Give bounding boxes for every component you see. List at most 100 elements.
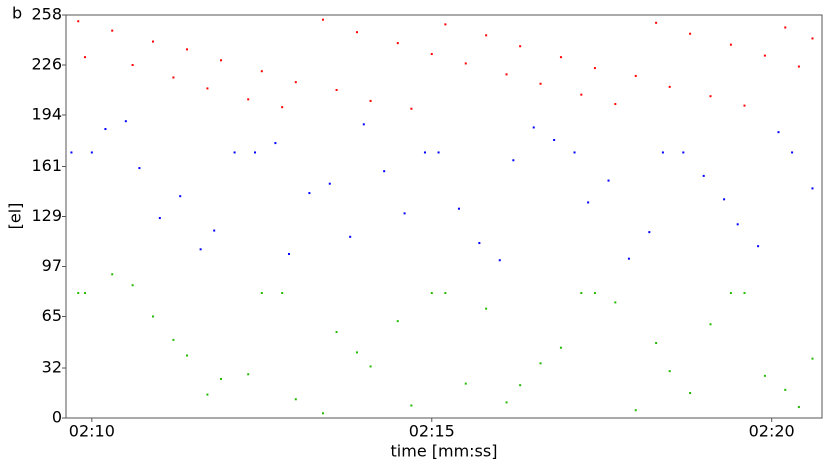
- spike: [158, 217, 161, 220]
- y-tick-label: 129: [31, 206, 62, 225]
- spike: [668, 370, 671, 373]
- spike: [444, 292, 447, 295]
- spike: [396, 42, 399, 45]
- spike: [247, 98, 250, 101]
- spike: [70, 151, 73, 154]
- spike: [627, 257, 630, 260]
- spike: [369, 365, 372, 368]
- spike: [784, 26, 787, 29]
- spike: [723, 198, 726, 201]
- spike: [498, 259, 501, 262]
- y-tick-label: 32: [42, 358, 62, 377]
- x-tick-label: 02:20: [749, 422, 795, 441]
- spike: [478, 242, 481, 245]
- spike: [634, 74, 637, 77]
- spike: [743, 104, 746, 107]
- spike: [260, 70, 263, 73]
- spike: [580, 292, 583, 295]
- spike: [335, 331, 338, 334]
- spike: [410, 404, 413, 407]
- spike: [553, 138, 556, 141]
- spike: [661, 151, 664, 154]
- spike: [423, 151, 426, 154]
- spike: [260, 292, 263, 295]
- x-tick-label: 02:15: [409, 422, 455, 441]
- spike: [797, 65, 800, 68]
- spike: [186, 354, 189, 357]
- spike: [811, 37, 814, 40]
- spike: [172, 338, 175, 341]
- y-tick-label: 97: [42, 256, 62, 275]
- spike: [152, 315, 155, 318]
- spike: [763, 54, 766, 57]
- spike: [437, 151, 440, 154]
- spike: [559, 56, 562, 59]
- y-tick-label: 194: [31, 104, 62, 123]
- spike: [206, 393, 209, 396]
- spike: [729, 43, 732, 46]
- spike: [179, 195, 182, 198]
- spike: [777, 131, 780, 134]
- x-tick-label: 02:10: [69, 422, 115, 441]
- spike: [308, 192, 311, 195]
- spike: [247, 373, 250, 376]
- y-axis-label: [el]: [6, 203, 25, 230]
- spike: [512, 159, 515, 162]
- spike: [573, 151, 576, 154]
- spike: [519, 45, 522, 48]
- y-tick-label: 161: [31, 156, 62, 175]
- spike: [138, 167, 141, 170]
- spike: [254, 151, 256, 154]
- spike: [274, 142, 277, 145]
- y-tick-label: 0: [52, 408, 62, 427]
- spike: [131, 284, 134, 287]
- spike: [199, 248, 202, 251]
- spike: [593, 292, 596, 295]
- y-tick-label: 65: [42, 306, 62, 325]
- spike: [84, 292, 87, 295]
- spike: [587, 201, 590, 204]
- spike: [505, 73, 508, 76]
- spike: [355, 31, 358, 34]
- spike: [294, 81, 297, 84]
- spike: [410, 107, 413, 110]
- spike: [396, 320, 399, 323]
- spike: [668, 85, 671, 88]
- spike: [220, 59, 223, 62]
- spike: [369, 99, 372, 102]
- spike: [709, 95, 712, 98]
- spike: [689, 392, 692, 395]
- spike: [104, 128, 107, 131]
- spike: [355, 351, 358, 354]
- spike: [444, 23, 447, 26]
- spike: [743, 292, 746, 295]
- spike: [464, 62, 467, 65]
- spike: [485, 307, 488, 310]
- spike: [124, 120, 127, 123]
- spike: [811, 357, 814, 360]
- spike: [614, 301, 617, 304]
- spike: [709, 323, 712, 326]
- spike: [634, 409, 637, 412]
- spike: [464, 382, 467, 385]
- x-axis-label: time [mm:ss]: [391, 442, 498, 461]
- spike: [233, 151, 236, 154]
- spike: [655, 21, 658, 24]
- spike: [213, 229, 216, 232]
- spike: [220, 377, 223, 380]
- spike: [457, 207, 460, 210]
- plot-frame: [65, 14, 823, 419]
- spike: [84, 56, 87, 59]
- spike: [186, 48, 189, 51]
- spike: [797, 406, 800, 409]
- spike: [791, 151, 794, 154]
- spike: [539, 362, 542, 365]
- spike: [539, 82, 542, 85]
- spike: [811, 187, 814, 190]
- spike: [77, 20, 80, 23]
- spike: [90, 151, 93, 154]
- spike: [702, 174, 705, 177]
- spike: [349, 235, 352, 238]
